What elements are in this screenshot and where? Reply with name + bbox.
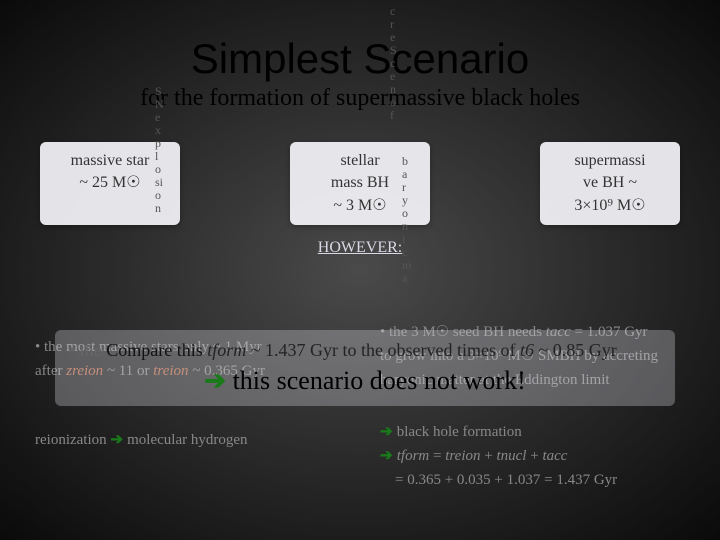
arrow-icon: ➔ [380, 423, 397, 440]
vert-text-mid: creScenof [390, 5, 398, 122]
ghost4-d: treion [445, 448, 480, 464]
ghost3-b: molecular hydrogen [127, 432, 247, 448]
overlay-mid1: ~ 1.437 Gyr to the observed times of [251, 340, 516, 360]
ghost4-a: black hole formation [397, 424, 522, 440]
ghost-reionization: reionization ➔ molecular hydrogen [35, 430, 248, 449]
vert-text-right: baryonicma [402, 155, 410, 285]
ghost4-h: tacc [542, 448, 567, 464]
slide-container: creScenof Simplest Scenario for the form… [0, 0, 720, 540]
slide-title: Simplest Scenario [20, 35, 700, 83]
ghost4-f: tnucl [496, 448, 526, 464]
compare-overlay: • the Compare this tform ~ 1.437 Gyr to … [55, 330, 675, 406]
ghost3-a: reionization [35, 432, 107, 448]
box-left-line2: ~ 25 M☉ [52, 172, 168, 194]
box-right-line2: ve BH ~ [552, 172, 668, 194]
conclusion-text: this scenario does not work! [233, 366, 526, 395]
arrow-icon: ➔ [204, 365, 226, 395]
ghost4-e: + [484, 448, 492, 464]
box-left-line1: massive star [52, 150, 168, 172]
arrow-icon: ➔ [380, 447, 397, 464]
box-mid-line2: mass BH [302, 172, 418, 194]
overlay-mid2: ~ 0.85 Gyr [539, 340, 617, 360]
box-right-line1: supermassi [552, 150, 668, 172]
slide-subtitle: for the formation of supermassive black … [20, 85, 700, 112]
overlay-tform: tform [207, 340, 246, 360]
box-supermassive-bh: supermassi ve BH ~ 3×10⁹ M☉ [540, 142, 680, 225]
overlay-compare1: Compare this [106, 340, 203, 360]
ghost4-b: tform [397, 448, 430, 464]
however-label: HOWEVER: [20, 239, 700, 257]
ghost4-i: = 0.365 + 0.035 + 1.037 = 1.437 Gyr [395, 472, 617, 488]
boxes-row: massive star ~ 25 M☉ stellar mass BH ~ 3… [20, 142, 700, 225]
overlay-prefix: • the [69, 340, 102, 360]
box-mid-line3: ~ 3 M☉ [302, 195, 418, 217]
ghost4-c: = [433, 448, 441, 464]
box-mid-line1: stellar [302, 150, 418, 172]
arrow-icon: ➔ [110, 431, 127, 448]
conclusion-line: ➔ this scenario does not work! [69, 365, 661, 396]
ghost4-g: + [530, 448, 538, 464]
vert-text-left: SNexplosion [155, 85, 163, 215]
box-right-line3: 3×10⁹ M☉ [552, 195, 668, 217]
ghost-bh-formation: ➔ black hole formation ➔ tform = treion … [380, 420, 700, 492]
overlay-t6: t6 [520, 340, 534, 360]
